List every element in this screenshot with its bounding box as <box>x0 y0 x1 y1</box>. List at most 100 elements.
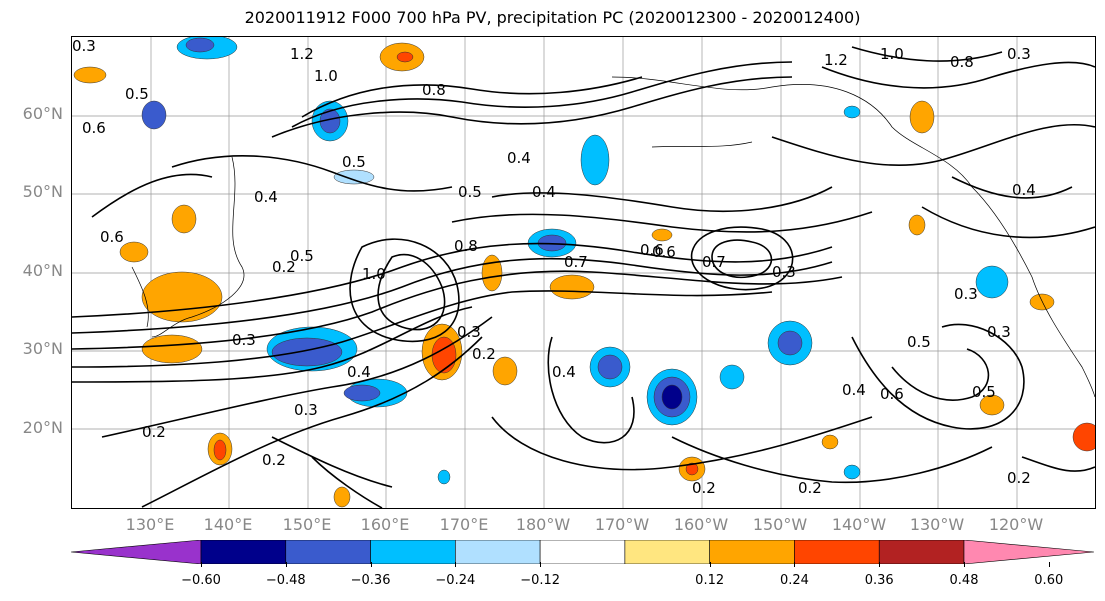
colorbar-tick-label: 0.12 <box>695 573 725 588</box>
contour-labels: 1.2 1.0 0.3 0.8 0.6 0.5 0.4 0.2 0.7 0.3 … <box>72 37 1036 497</box>
precip-blob <box>685 462 699 476</box>
precip-blob <box>141 334 203 364</box>
colorbar-segment <box>709 540 795 564</box>
contour-label: 0.6 <box>100 228 124 246</box>
contour-label: 0.5 <box>125 85 149 103</box>
colorbar-tick-label: 0.36 <box>864 573 894 588</box>
map-title: 2020011912 F000 700 hPa PV, precipitatio… <box>244 8 861 27</box>
precip-blob <box>141 271 223 323</box>
colorbar-tick-label: −0.48 <box>265 573 306 588</box>
precip-blob <box>171 204 197 234</box>
precip-blob <box>333 486 351 508</box>
colorbar-tick-label: −0.24 <box>435 573 476 588</box>
precip-blob <box>185 37 215 53</box>
colorbar-segment <box>370 540 456 564</box>
colorbar-segment <box>455 540 541 564</box>
precip-blob <box>651 228 673 242</box>
contour-label: 0.4 <box>254 188 278 206</box>
colorbar-segment <box>963 540 1094 564</box>
contour-label: 0.2 <box>142 423 166 441</box>
contour-label: 0.6 <box>640 241 664 259</box>
colorbar-tick-label: 0.60 <box>1034 573 1064 588</box>
colorbar-tick-mark <box>370 562 372 567</box>
colorbar-tick-label: 0.48 <box>949 573 979 588</box>
lon-label: 160°E <box>360 515 410 534</box>
precip-blob <box>1072 422 1095 452</box>
precip-blob <box>549 274 595 300</box>
colorbar-tick-mark <box>1048 562 1050 567</box>
colorbar-tick-mark <box>285 562 287 567</box>
contour-label: 0.3 <box>772 263 796 281</box>
contour-label: 0.3 <box>457 323 481 341</box>
contour-label: 1.0 <box>880 45 904 63</box>
precip-blob <box>843 105 861 119</box>
precip-blob <box>719 364 745 390</box>
precip-blob <box>661 384 683 410</box>
contour-label: 0.2 <box>1007 469 1031 487</box>
colorbar-segment <box>200 540 287 564</box>
contour-label: 0.7 <box>702 253 726 271</box>
coastlines <box>131 76 1095 398</box>
precip-blob <box>492 356 518 386</box>
contour-label: 0.8 <box>422 81 446 99</box>
precip-negative-shading <box>141 37 1009 485</box>
colorbar-segment <box>71 540 202 564</box>
contour-label: 0.2 <box>262 451 286 469</box>
precip-blob <box>908 214 926 236</box>
contour-label: 0.8 <box>454 237 478 255</box>
lon-label: 170°E <box>439 515 489 534</box>
map-panel: 1.2 1.0 0.3 0.8 0.6 0.5 0.4 0.2 0.7 0.3 … <box>71 36 1096 509</box>
colorbar-segment <box>794 540 880 564</box>
lat-label: 50°N <box>22 182 63 201</box>
colorbar-tick-mark <box>794 562 796 567</box>
contour-label: 0.8 <box>950 53 974 71</box>
precip-blob <box>821 434 839 450</box>
contour-label: 1.0 <box>314 67 338 85</box>
colorbar-segment <box>624 540 710 564</box>
contour-label: 0.3 <box>294 401 318 419</box>
precip-blob <box>481 254 503 292</box>
contour-label: 0.5 <box>972 383 996 401</box>
contour-label: 0.2 <box>798 479 822 497</box>
contour-label: 1.2 <box>824 51 848 69</box>
colorbar-tick-label: −0.36 <box>350 573 391 588</box>
precip-blob <box>73 66 107 84</box>
colorbar-tick-mark <box>709 562 711 567</box>
colorbar-segment <box>878 540 965 564</box>
precip-blob <box>333 169 375 185</box>
precip-blob <box>141 100 167 130</box>
lon-label: 170°W <box>594 515 650 534</box>
lon-label: 160°W <box>673 515 729 534</box>
contour-label: 0.6 <box>82 119 106 137</box>
colorbar-tick-label: −0.60 <box>181 573 221 588</box>
lon-label: 150°E <box>282 515 332 534</box>
precip-blob <box>597 354 623 380</box>
colorbar-segment <box>285 540 371 564</box>
lon-label: 140°W <box>831 515 887 534</box>
precip-blob <box>396 51 414 63</box>
precip-blob <box>343 384 381 402</box>
lat-label: 20°N <box>22 418 63 437</box>
precip-blob <box>580 134 610 186</box>
lon-label: 150°W <box>752 515 808 534</box>
contour-label: 0.5 <box>907 333 931 351</box>
precip-blob <box>271 337 343 367</box>
colorbar-segment <box>539 540 626 564</box>
contour-label: 1.2 <box>290 45 314 63</box>
lon-label: 130°W <box>909 515 965 534</box>
lat-label: 30°N <box>22 339 63 358</box>
pv-contours <box>72 46 1095 508</box>
contour-label: 0.2 <box>472 345 496 363</box>
precip-blob <box>909 100 935 134</box>
precip-blob <box>1029 293 1055 311</box>
precip-blob <box>437 469 451 485</box>
contour-label: 0.4 <box>1012 181 1036 199</box>
precip-blob <box>975 265 1009 299</box>
lat-label: 60°N <box>22 104 63 123</box>
contour-label: 0.4 <box>347 363 371 381</box>
map-canvas: 1.2 1.0 0.3 0.8 0.6 0.5 0.4 0.2 0.7 0.3 … <box>72 37 1095 508</box>
contour-label: 0.4 <box>507 149 531 167</box>
contour-label: 0.6 <box>880 385 904 403</box>
colorbar-tick-label: 0.24 <box>779 573 809 588</box>
lon-label: 120°W <box>988 515 1044 534</box>
